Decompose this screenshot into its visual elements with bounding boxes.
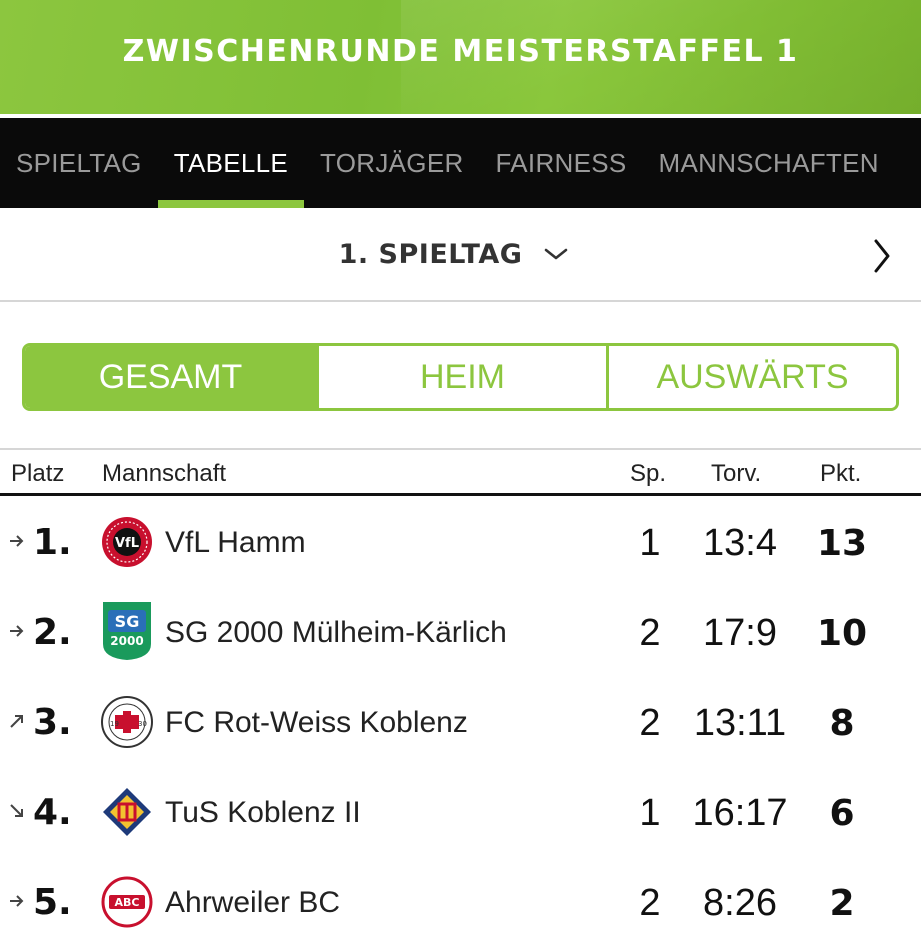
games-played: 1 — [639, 792, 661, 834]
table-row[interactable]: 5. ABC Ahrweiler BC 2 8:26 2 — [0, 860, 921, 950]
goal-difference: 8:26 — [703, 882, 777, 924]
chevron-down-icon[interactable] — [544, 247, 568, 261]
filter-gesamt-button[interactable]: GESAMT — [25, 346, 316, 408]
team-name[interactable]: FC Rot-Weiss Koblenz — [165, 706, 468, 739]
svg-text:19: 19 — [110, 720, 119, 728]
filter-heim-button[interactable]: HEIM — [316, 346, 606, 408]
goal-difference: 13:11 — [693, 702, 787, 744]
sg-2000-logo-icon: SG 2000 — [103, 602, 151, 660]
games-played: 2 — [639, 882, 661, 924]
page-title: ZWISCHENRUNDE MEISTERSTAFFEL 1 — [122, 33, 799, 69]
fc-rot-weiss-logo-icon: 19 30 — [101, 696, 153, 748]
table-row[interactable]: 2. SG 2000 SG 2000 Mülheim-Kärlich 2 17:… — [0, 590, 921, 680]
goal-difference: 17:9 — [703, 612, 777, 654]
table-row[interactable]: 1. VfL VfL Hamm 1 13:4 13 — [0, 500, 921, 590]
trend-up-arrow-icon — [10, 715, 23, 728]
goal-difference: 16:17 — [692, 792, 788, 834]
team-name[interactable]: Ahrweiler BC — [165, 886, 341, 919]
points: 8 — [829, 703, 855, 744]
trend-right-arrow-icon — [10, 535, 24, 547]
games-played: 2 — [639, 612, 661, 654]
rank: 5. — [33, 882, 72, 923]
team-name[interactable]: SG 2000 Mülheim-Kärlich — [165, 616, 507, 649]
svg-text:VfL: VfL — [115, 536, 139, 551]
column-mannschaft: Mannschaft — [102, 460, 227, 487]
chevron-right-icon[interactable] — [873, 238, 891, 274]
team-name[interactable]: VfL Hamm — [165, 526, 306, 559]
tab-torjaeger[interactable]: TORJÄGER — [320, 147, 464, 178]
team-name[interactable]: TuS Koblenz II — [165, 796, 361, 829]
column-platz: Platz — [11, 460, 65, 487]
tab-bar: SPIELTAG TABELLE TORJÄGER FAIRNESS MANNS… — [0, 118, 921, 208]
trend-down-arrow-icon — [10, 804, 23, 817]
vfl-hamm-logo-icon: VfL — [102, 517, 152, 567]
table-header: Platz Mannschaft Sp. Torv. Pkt. — [0, 448, 921, 496]
points: 6 — [829, 793, 855, 834]
rank: 4. — [33, 792, 72, 833]
tab-mannschaften[interactable]: MANNSCHAFTEN — [658, 147, 879, 178]
rank: 3. — [33, 702, 72, 743]
trend-right-arrow-icon — [10, 895, 24, 907]
round-dropdown-label[interactable]: 1. SPIELTAG — [338, 238, 523, 270]
ahrweiler-bc-logo-icon: ABC — [101, 876, 153, 928]
tab-spieltag[interactable]: SPIELTAG — [16, 147, 142, 178]
rank: 2. — [33, 612, 72, 653]
svg-text:2000: 2000 — [110, 634, 143, 648]
goal-difference: 13:4 — [703, 522, 777, 564]
column-pkt: Pkt. — [820, 460, 862, 487]
points: 13 — [816, 523, 868, 564]
round-selector: 1. SPIELTAG — [0, 208, 921, 302]
table-row[interactable]: 3. 19 30 FC Rot-Weiss Koblenz 2 13:11 8 — [0, 680, 921, 770]
filter-segmented-control: GESAMT HEIM AUSWÄRTS — [22, 343, 899, 411]
games-played: 2 — [639, 702, 661, 744]
trend-right-arrow-icon — [10, 625, 24, 637]
points: 10 — [816, 613, 868, 654]
svg-text:SG: SG — [115, 612, 140, 631]
games-played: 1 — [639, 522, 661, 564]
column-torv: Torv. — [711, 460, 762, 487]
tus-koblenz-logo-icon — [103, 788, 151, 836]
points: 2 — [829, 883, 855, 924]
svg-text:ABC: ABC — [115, 896, 140, 909]
table-row[interactable]: 4. TuS Koblenz II 1 16:17 6 — [0, 770, 921, 860]
page-header: ZWISCHENRUNDE MEISTERSTAFFEL 1 — [0, 0, 921, 114]
filter-auswaerts-button[interactable]: AUSWÄRTS — [606, 346, 896, 408]
rank: 1. — [33, 522, 72, 563]
svg-text:30: 30 — [138, 720, 147, 728]
tab-tabelle[interactable]: TABELLE — [157, 118, 305, 208]
tab-fairness[interactable]: FAIRNESS — [495, 147, 627, 178]
column-sp: Sp. — [630, 460, 667, 487]
